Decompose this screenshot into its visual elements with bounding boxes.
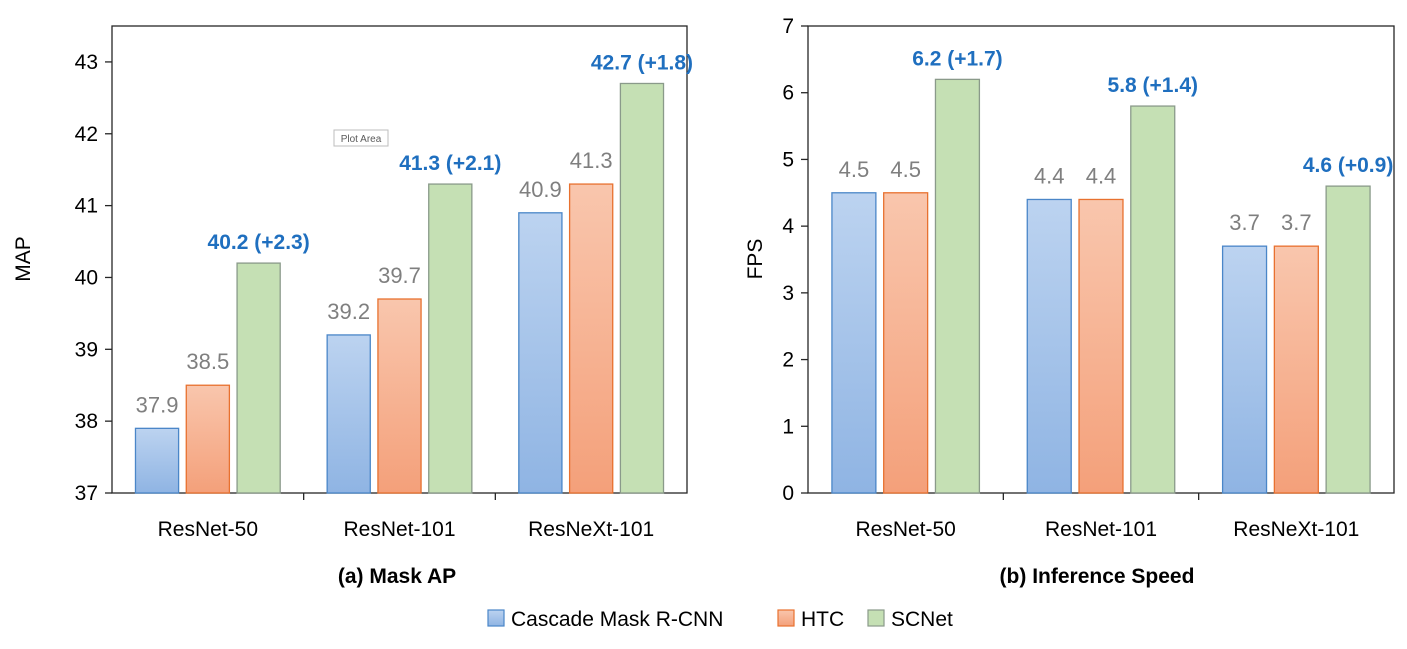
data-label: 4.5 <box>890 157 921 182</box>
bar-htc <box>1273 245 1319 494</box>
bar-scnet <box>1130 105 1176 494</box>
data-label: 4.4 <box>1034 163 1065 188</box>
data-label: 37.9 <box>136 392 179 417</box>
chart-mask-ap: MAP (a) Mask AP Plot Area 37 38 39 40 41 42 43… <box>12 25 693 588</box>
bar-cascade <box>518 212 563 494</box>
y-tick-label: 41 <box>75 195 98 218</box>
bar-htc <box>377 298 422 494</box>
data-label: 3.7 <box>1281 210 1312 235</box>
data-label-improvement: 4.6 (+0.9) <box>1303 154 1393 177</box>
y-tick-label: 7 <box>782 15 794 38</box>
legend-label-htc: HTC <box>801 608 844 631</box>
legend-swatch-scnet <box>867 609 885 627</box>
y-tick-label: 4 <box>782 215 794 238</box>
bar-scnet <box>934 78 981 494</box>
data-label: 3.7 <box>1229 210 1260 235</box>
data-label: 41.3 <box>570 148 613 173</box>
data-label: 40.9 <box>519 177 562 202</box>
x-tick-label: ResNeXt-101 <box>1233 518 1359 541</box>
legend-swatch-cascade <box>487 609 505 627</box>
chart-inference-speed: FPS (b) Inference Speed 0 1 2 3 4 5 6 7 4.5 4.5 6.… <box>744 15 1395 588</box>
y-tick-label: 1 <box>782 415 794 438</box>
y-tick-label: 43 <box>75 51 98 74</box>
y-tick-label: 40 <box>75 266 98 289</box>
bar-htc <box>1078 198 1124 494</box>
y-tick-label: 5 <box>782 148 794 171</box>
legend-label-cascade: Cascade Mask R-CNN <box>511 608 723 631</box>
plot-area-tooltip-box <box>333 129 389 147</box>
data-label-improvement: 5.8 (+1.4) <box>1108 74 1198 97</box>
data-label-improvement: 40.2 (+2.3) <box>208 231 310 254</box>
plot-area-tooltip: Plot Area <box>333 129 389 147</box>
data-label: 39.7 <box>378 263 421 288</box>
y-tick-label: 42 <box>75 123 98 146</box>
data-label-improvement: 6.2 (+1.7) <box>912 47 1002 70</box>
bar-scnet <box>1325 185 1371 494</box>
bar-cascade <box>1221 245 1268 494</box>
legend-swatch-htc <box>777 609 795 627</box>
bar-htc <box>185 384 231 494</box>
plot-area-tooltip-text: Plot Area <box>341 134 382 145</box>
y-axis-label: MAP <box>12 236 35 282</box>
x-tick-label: ResNeXt-101 <box>528 518 654 541</box>
bar-scnet <box>236 262 281 494</box>
bar-cascade <box>831 192 877 494</box>
data-label: 39.2 <box>327 299 370 324</box>
y-axis-label: FPS <box>744 239 767 280</box>
y-tick-label: 39 <box>75 338 98 361</box>
data-label: 4.5 <box>839 157 870 182</box>
y-tick-label: 38 <box>75 410 98 433</box>
bar-cascade <box>326 334 371 494</box>
x-tick-label: ResNet-101 <box>1045 518 1157 541</box>
y-tick-label: 3 <box>782 282 794 305</box>
data-label-improvement: 42.7 (+1.8) <box>591 51 693 74</box>
y-tick-label: 6 <box>782 82 794 105</box>
y-tick-label: 2 <box>782 349 794 372</box>
bar-cascade <box>134 427 180 494</box>
bar-htc <box>568 183 614 494</box>
data-label: 4.4 <box>1086 163 1117 188</box>
chart-title: (b) Inference Speed <box>1000 565 1195 588</box>
y-tick-label: 0 <box>782 482 794 505</box>
y-tick-label: 37 <box>75 482 98 505</box>
bar-cascade <box>1026 198 1072 494</box>
chart-title: (a) Mask AP <box>338 565 456 588</box>
bar-scnet <box>428 183 473 494</box>
x-tick-label: ResNet-50 <box>158 518 258 541</box>
legend: Cascade Mask R-CNN HTC SCNet <box>487 608 953 631</box>
bar-htc <box>883 192 929 494</box>
legend-label-scnet: SCNet <box>891 608 953 631</box>
data-label-improvement: 41.3 (+2.1) <box>399 152 501 175</box>
x-tick-label: ResNet-101 <box>343 518 455 541</box>
data-label: 38.5 <box>186 349 229 374</box>
x-tick-label: ResNet-50 <box>855 518 955 541</box>
bar-scnet <box>619 82 665 494</box>
